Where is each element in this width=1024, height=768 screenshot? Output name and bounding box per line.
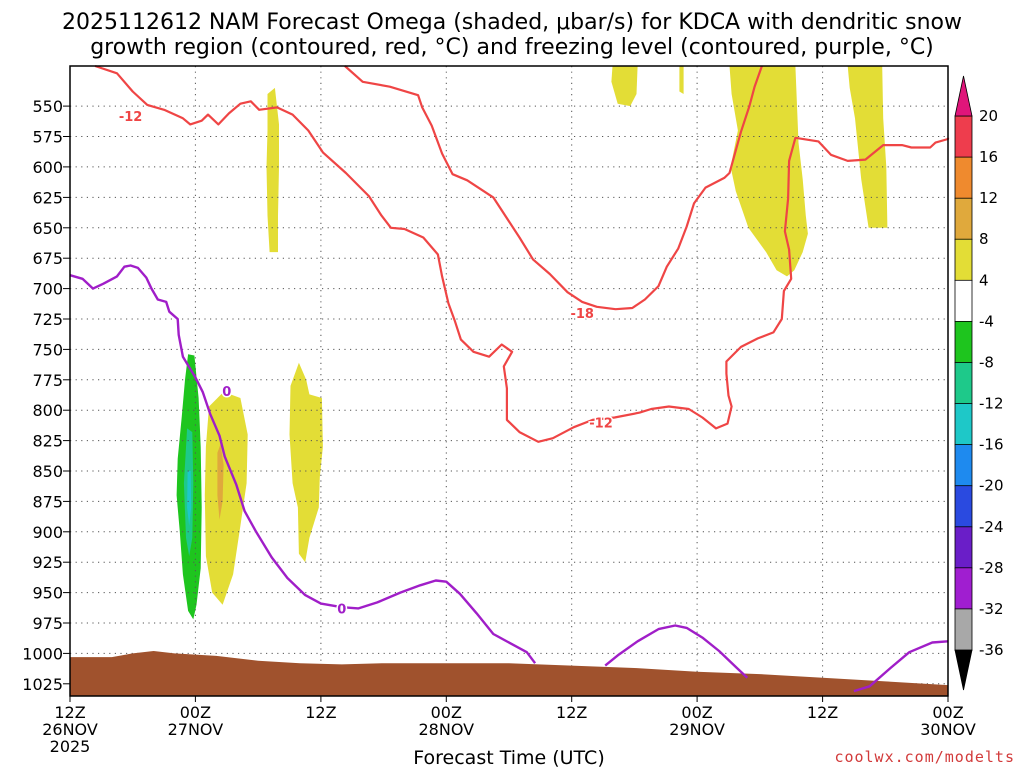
x-tick-label-7-1: 00Z <box>932 703 963 722</box>
plot-frame <box>69 65 949 697</box>
dgz-cold-left <box>94 64 950 443</box>
y-tick-label-850: 850 <box>32 462 63 481</box>
y-tick-label-975: 975 <box>32 614 63 633</box>
colorbar-label-6: -8 <box>979 354 994 372</box>
x-tick-label-4-1: 12Z <box>556 703 587 722</box>
colorbar-swatch-3 <box>954 238 973 281</box>
colorbar-label-13: -36 <box>979 641 1004 659</box>
colorbar-swatch-1 <box>954 156 973 199</box>
colorbar-label-7: -12 <box>979 395 1004 413</box>
y-tick-label-700: 700 <box>32 280 63 299</box>
y-tick-label-750: 750 <box>32 340 63 359</box>
omega-orange-a <box>217 444 224 520</box>
colorbar-swatch-12 <box>954 608 973 651</box>
colorbar-bottom-arrow <box>954 649 973 691</box>
colorbar-swatch-9 <box>954 485 973 528</box>
colorbar-top-arrow <box>954 75 973 117</box>
colorbar-swatch-5 <box>954 320 973 364</box>
chart-title-line1: 2025112612 NAM Forecast Omega (shaded, μ… <box>62 10 962 35</box>
contour-label-layer: -12 -18 -12 0 0 <box>117 109 614 619</box>
x-tick-label-3-1: 00Z <box>431 703 462 722</box>
y-tick-label-875: 875 <box>32 492 63 511</box>
colorbar-label-3: 8 <box>979 230 989 248</box>
omega-yellow-d <box>729 66 808 277</box>
y-tick-label-1025: 1025 <box>22 675 63 694</box>
y-tick-label-625: 625 <box>32 188 63 207</box>
contour-label-3: 0 <box>337 603 346 618</box>
y-tick-label-550: 550 <box>32 97 63 116</box>
chart-title-line2: growth region (contoured, red, °C) and f… <box>90 35 934 60</box>
x-tick-label-3-2: 28NOV <box>419 720 475 739</box>
y-tick-label-775: 775 <box>32 371 63 390</box>
freezing-right <box>853 640 949 693</box>
omega-yellow-a <box>204 391 248 605</box>
colorbar-label-8: -16 <box>979 436 1004 454</box>
colorbar-label-1: 16 <box>979 148 998 166</box>
colorbar-swatch-6 <box>954 362 973 405</box>
colorbar-label-11: -28 <box>979 559 1004 577</box>
y-tick-label-825: 825 <box>32 432 63 451</box>
terrain-fill <box>70 651 948 696</box>
dgz-warm-center <box>344 65 763 311</box>
contour-label-1: -18 <box>570 307 594 322</box>
colorbar-label-5: -4 <box>979 312 994 330</box>
omega-yellow-g <box>679 66 684 94</box>
plot-background <box>70 66 948 696</box>
contour-label-0: -12 <box>119 110 143 125</box>
grid-layer <box>70 66 948 696</box>
colorbar-label-2: 12 <box>979 189 998 207</box>
y-tick-label-1000: 1000 <box>22 644 63 663</box>
x-tick-label-2-1: 12Z <box>305 703 336 722</box>
freezing-mid <box>604 624 749 679</box>
colorbar-swatch-2 <box>954 197 973 240</box>
plot-area: -12 -18 -12 0 0 <box>69 64 950 697</box>
credit-text: coolwx.com/modelts <box>834 748 1015 766</box>
y-axis: 550 575 600 625 650 675 700 725 750 775 800 825 850 8… <box>22 97 70 694</box>
colorbar-swatch-11 <box>954 567 973 610</box>
y-tick-label-575: 575 <box>32 128 63 147</box>
colorbar-swatch-7 <box>954 403 973 446</box>
x-tick-label-7-2: 30NOV <box>920 720 976 739</box>
colorbar-swatch-8 <box>954 444 973 487</box>
colorbar-swatch-10 <box>954 526 973 569</box>
colorbar-label-0: 20 <box>979 107 998 125</box>
x-tick-label-6-1: 12Z <box>807 703 838 722</box>
x-tick-label-5-1: 00Z <box>681 703 712 722</box>
y-tick-label-675: 675 <box>32 249 63 268</box>
contour-label-2: -12 <box>589 417 613 432</box>
y-tick-label-725: 725 <box>32 310 63 329</box>
y-tick-label-650: 650 <box>32 219 63 238</box>
colorbar-label-10: -24 <box>979 518 1004 536</box>
colorbar-swatch-4 <box>954 279 973 323</box>
y-tick-label-600: 600 <box>32 158 63 177</box>
x-tick-label-5-2: 29NOV <box>669 720 725 739</box>
colorbar-label-9: -20 <box>979 477 1004 495</box>
omega-yellow-f <box>611 66 638 107</box>
omega-yellow-b <box>289 362 323 563</box>
contour-label-4: 0 <box>222 385 231 400</box>
x-tick-label-0-2: 26NOV <box>42 720 98 739</box>
x-axis-label: Forecast Time (UTC) <box>413 747 604 768</box>
y-tick-label-800: 800 <box>32 401 63 420</box>
colorbar: 20 16 12 8 4 -4 -8 -12 -16 -20 -24 -28 -32 -36 <box>954 75 1004 691</box>
y-tick-label-900: 900 <box>32 523 63 542</box>
y-tick-label-950: 950 <box>32 584 63 603</box>
terrain-layer <box>70 651 948 696</box>
contour-layer <box>69 64 950 693</box>
colorbar-label-4: 4 <box>979 271 989 289</box>
omega-yellow-c <box>266 87 279 253</box>
colorbar-label-12: -32 <box>979 600 1004 618</box>
x-tick-label-0-1: 12Z <box>54 703 85 722</box>
x-tick-label-1-2: 27NOV <box>168 720 224 739</box>
y-tick-label-925: 925 <box>32 553 63 572</box>
colorbar-swatch-0 <box>954 115 973 158</box>
freezing-main <box>69 264 537 664</box>
omega-blue-core <box>187 471 192 526</box>
x-tick-label-1-1: 00Z <box>180 703 211 722</box>
x-tick-label-0-3: 2025 <box>50 737 91 756</box>
